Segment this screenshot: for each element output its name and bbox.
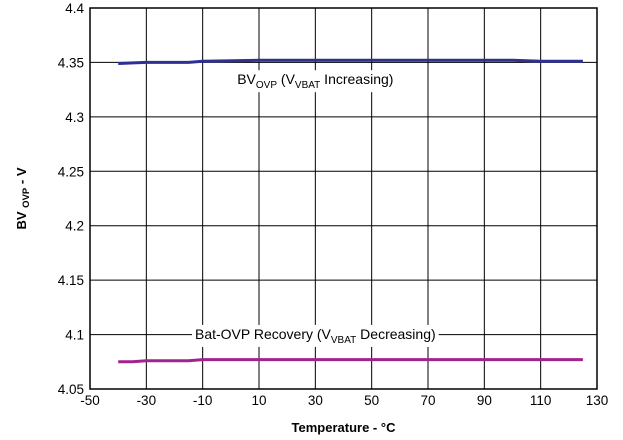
y-tick-label: 4.15 [58, 273, 84, 288]
y-tick-label: 4.25 [58, 164, 84, 179]
y-tick-label: 4.2 [65, 219, 84, 234]
x-tick-label: -50 [80, 393, 100, 408]
y-tick-label: 4.35 [58, 55, 84, 70]
annotation-subscript: OVP [256, 80, 277, 91]
series-annotation-2: Bat-OVP Recovery (VVBAT Decreasing) [195, 326, 436, 346]
y-axis-title-main: BV [14, 211, 29, 229]
x-axis-title: Temperature - °C [292, 420, 397, 435]
annotation-subscript: VBAT [331, 335, 356, 346]
series-line-2 [118, 358, 583, 364]
y-tick-label: 4.05 [58, 382, 84, 397]
y-tick-label: 4.3 [65, 110, 84, 125]
annotation-text: BV [237, 71, 256, 87]
annotation-subscript: VBAT [295, 80, 320, 91]
series-line-1 [118, 58, 583, 65]
y-axis-title: BV OVP - V [14, 167, 32, 229]
annotation-text: Increasing) [320, 71, 393, 87]
x-tick-label: 130 [586, 393, 609, 408]
y-tick-label: 4.4 [65, 1, 84, 16]
annotation-text: Decreasing) [356, 326, 435, 342]
x-tick-label: -10 [193, 393, 213, 408]
annotation-background [234, 70, 397, 93]
y-axis-title-suffix: - V [14, 167, 29, 184]
x-tick-label: 70 [420, 393, 435, 408]
x-tick-label: 50 [364, 393, 379, 408]
x-tick-label: 90 [477, 393, 492, 408]
plot-frame [89, 7, 598, 390]
tick-label-layer: -50 -30 -10 10 30 50 70 90 110 130 4.05 4.1 4.15 4.2 4… [58, 1, 609, 408]
annotation-background [191, 324, 439, 347]
y-axis-title-subscript: OVP [21, 187, 32, 208]
annotation-text: (V [277, 71, 296, 87]
x-tick-label: 30 [308, 393, 323, 408]
x-tick-label: 10 [251, 393, 266, 408]
series-layer [118, 58, 583, 364]
series-annotation-1: BVOVP (VVBAT Increasing) [237, 71, 393, 91]
y-tick-label: 4.1 [65, 328, 84, 343]
x-tick-label: 110 [530, 393, 552, 408]
annotation-text: Bat-OVP Recovery (V [195, 326, 332, 342]
annotation-layer: BVOVP (VVBAT Increasing)Bat-OVP Recovery… [191, 70, 439, 347]
x-tick-label: -30 [137, 393, 157, 408]
